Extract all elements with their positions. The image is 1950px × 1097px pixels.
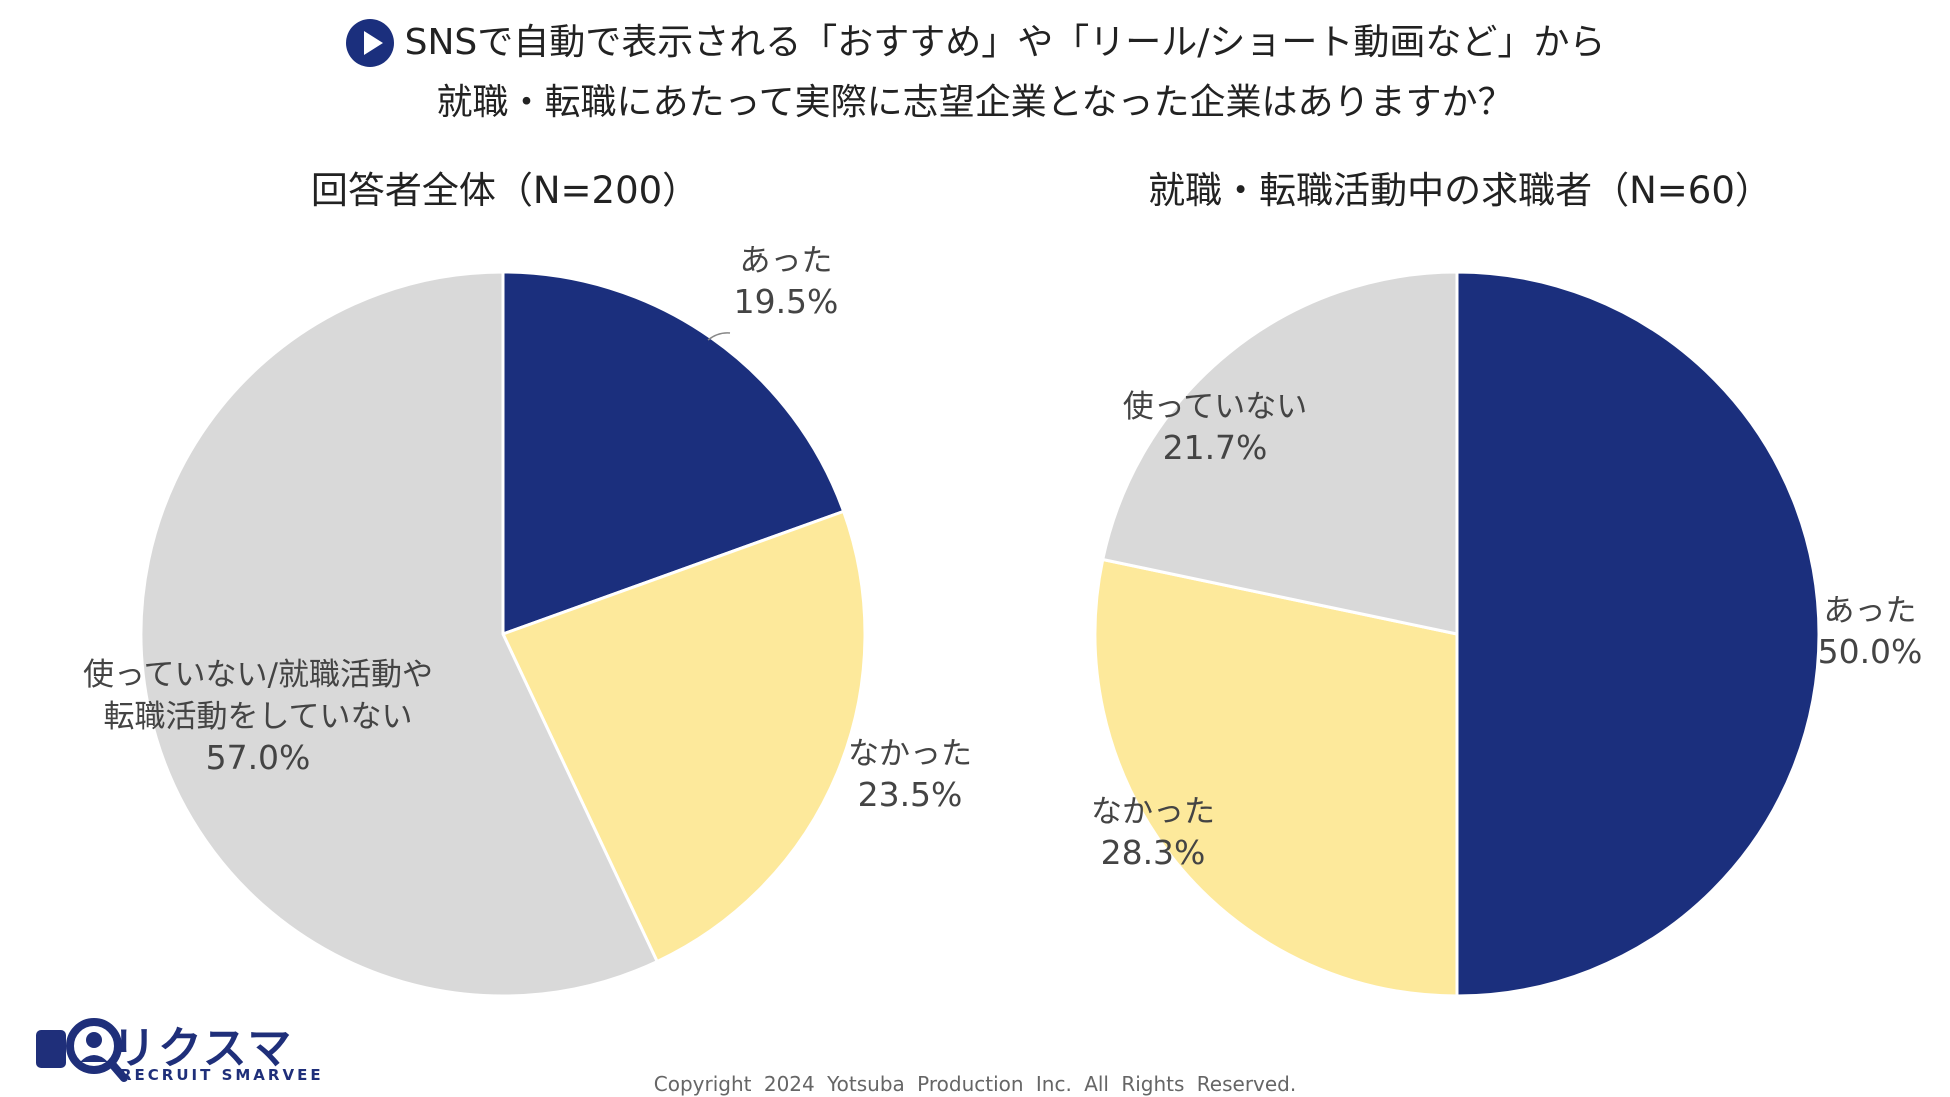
data-label-seekers-not-using: 使っていない 21.7%: [1123, 389, 1307, 467]
leader-line: [707, 332, 731, 341]
copyright-notice: Copyright 2024 Yotsuba Production Inc. A…: [653, 1072, 1297, 1096]
heading-text-1: SNSで自動で表示される「おすすめ」や「リール/ショート動画など」から: [404, 22, 1606, 63]
heading-line-1: SNSで自動で表示される「おすすめ」や「リール/ショート動画など」から: [345, 18, 1606, 68]
pie-slice-overall-nakatta: [500, 509, 867, 964]
pie-chart-overall: あった 19.5% なかった 23.5% 使っていない/就職活動や転職活動をしていない 5…: [83, 243, 972, 998]
data-label-seekers-nakatta: なかった 28.3%: [1091, 794, 1215, 872]
data-label-seekers-atta: あった 50.0%: [1818, 593, 1923, 671]
pie-slice-seekers-atta: [1455, 270, 1821, 998]
logo-text: リクスマ: [112, 1023, 294, 1074]
right-chart-title: 就職・転職活動中の求職者（N=60）: [1148, 169, 1772, 212]
data-label-overall-nakatta: なかった 23.5%: [848, 736, 972, 814]
logo-subtext: RECRUIT SMARVEE: [120, 1066, 324, 1084]
chart-heading: SNSで自動で表示される「おすすめ」や「リール/ショート動画など」から 就職・転…: [0, 18, 1950, 126]
pie-slice-seekers-not-using: [1100, 270, 1459, 636]
data-label-overall-atta: あった 19.5%: [734, 243, 839, 321]
pie-slice-seekers-nakatta: [1093, 557, 1459, 998]
logo-icon: [36, 1018, 128, 1082]
left-chart-title: 回答者全体（N=200）: [310, 169, 700, 212]
pie-slice-overall-not-using: [139, 270, 660, 998]
pie-chart-job-seekers: あった 50.0% なかった 28.3% 使っていない 21.7%: [1091, 270, 1923, 998]
heading-line-2: 就職・転職にあたって実際に志望企業となった企業はありますか？: [436, 82, 1514, 123]
data-label-overall-not-using: 使っていない/就職活動や転職活動をしていない 57.0%: [83, 657, 433, 777]
play-icon: [345, 19, 394, 67]
